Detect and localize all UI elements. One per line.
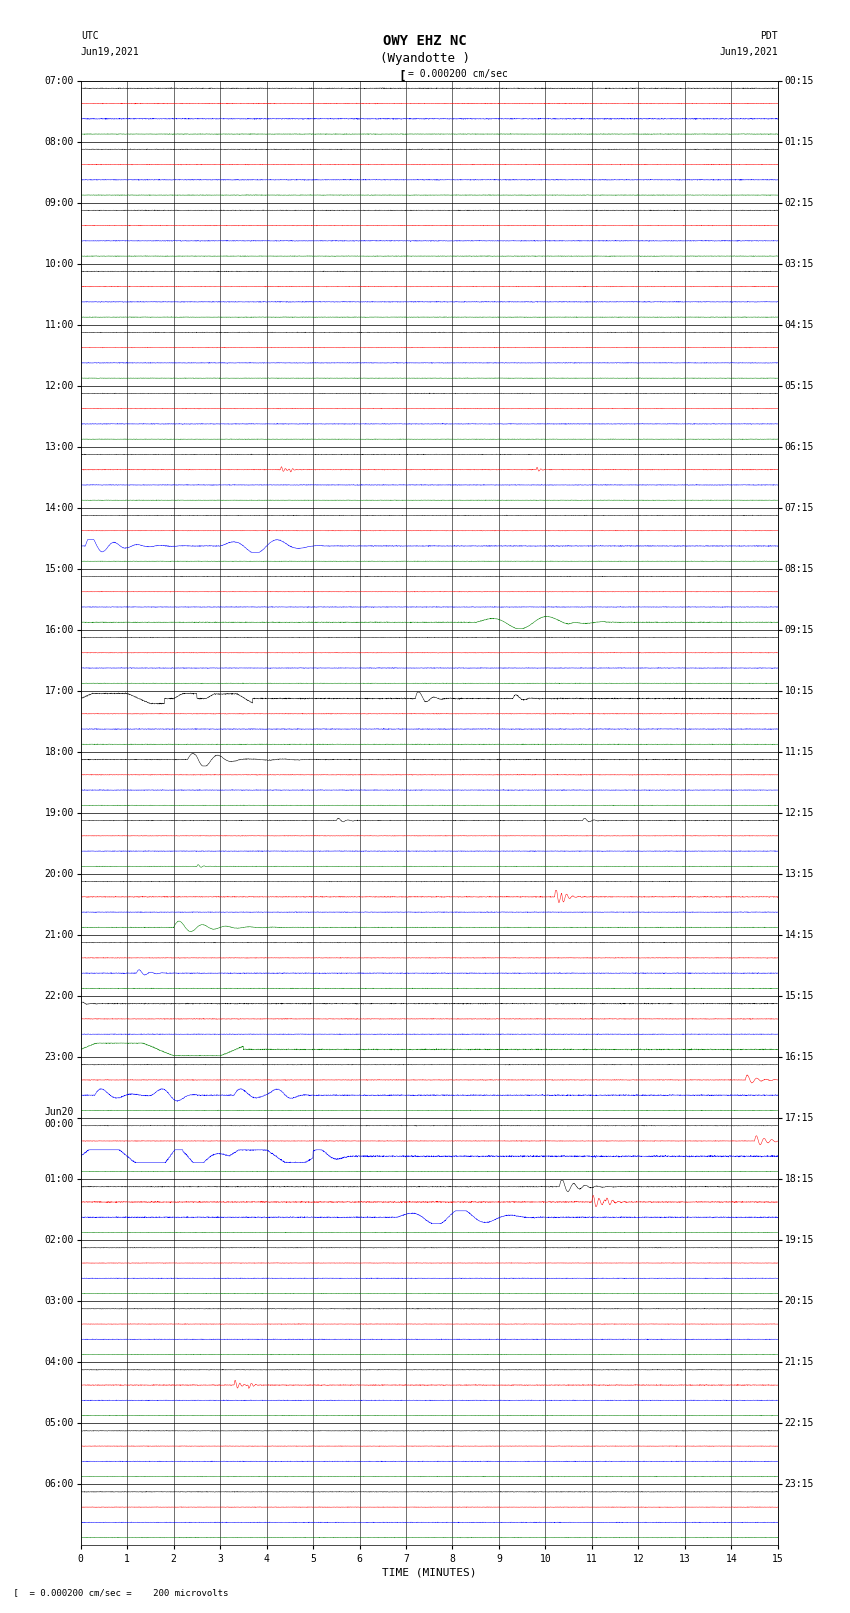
- Text: UTC: UTC: [81, 31, 99, 40]
- Text: PDT: PDT: [760, 31, 778, 40]
- Text: = 0.000200 cm/sec: = 0.000200 cm/sec: [408, 69, 507, 79]
- Text: OWY EHZ NC: OWY EHZ NC: [383, 34, 467, 48]
- Text: [  = 0.000200 cm/sec =    200 microvolts: [ = 0.000200 cm/sec = 200 microvolts: [8, 1587, 229, 1597]
- Text: [: [: [399, 69, 406, 82]
- Text: Jun19,2021: Jun19,2021: [81, 47, 139, 56]
- X-axis label: TIME (MINUTES): TIME (MINUTES): [382, 1568, 477, 1578]
- Text: Jun19,2021: Jun19,2021: [719, 47, 778, 56]
- Text: (Wyandotte ): (Wyandotte ): [380, 52, 470, 65]
